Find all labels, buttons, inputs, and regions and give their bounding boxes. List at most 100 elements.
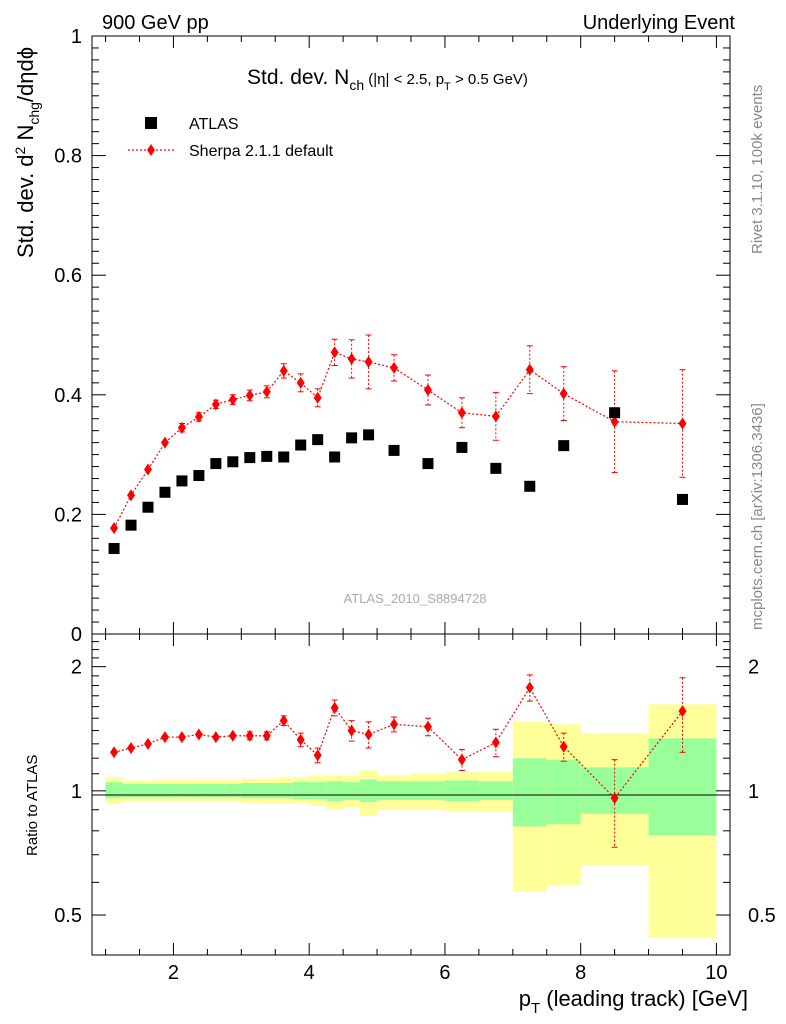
ratio-sherpa-point <box>177 731 186 744</box>
ratio-sherpa-point <box>678 705 687 718</box>
atlas-point <box>210 458 222 470</box>
sherpa-point <box>491 410 500 423</box>
xlabel-sub: T <box>531 1000 540 1017</box>
main-y-tick-label: 0.8 <box>54 146 82 168</box>
plot-title-cut-sub: T <box>444 81 451 93</box>
ratio-sherpa-point <box>610 792 619 805</box>
sherpa-point <box>110 522 119 535</box>
ratio-sherpa-point <box>491 736 500 749</box>
atlas-point <box>422 458 434 470</box>
atlas-point <box>363 429 375 441</box>
x-tick-label: 2 <box>168 962 179 984</box>
atlas-point <box>227 456 239 468</box>
ratio-band-inner <box>139 783 157 798</box>
sherpa-point <box>245 389 254 402</box>
atlas-point <box>244 452 256 464</box>
main-ylabel-b: N <box>13 125 38 147</box>
ratio-band-inner <box>444 780 479 801</box>
atlas-point <box>524 480 536 492</box>
ratio-sherpa-point <box>279 714 288 727</box>
legend-sherpa-marker <box>147 144 155 156</box>
sherpa-point <box>678 417 687 430</box>
ratio-band-inner <box>275 782 293 799</box>
ratio-band-inner <box>546 759 581 825</box>
ratio-band-inner <box>258 782 276 799</box>
sherpa-point <box>143 463 152 476</box>
sherpa-point <box>160 436 169 449</box>
ratio-sherpa-point <box>160 731 169 744</box>
ratio-band-inner <box>105 782 123 799</box>
ratio-sherpa-point <box>228 729 237 742</box>
ratio-y-tick-label-right: 2 <box>748 657 759 679</box>
main-plot-marks <box>108 334 688 554</box>
ratio-sherpa-point <box>525 681 534 694</box>
sherpa-point <box>347 352 356 365</box>
ratio-sherpa-point <box>245 729 254 742</box>
ratio-band-inner <box>478 781 513 801</box>
main-y-tick-label: 0.2 <box>54 504 82 526</box>
sherpa-point <box>525 363 534 376</box>
atlas-point <box>312 434 324 446</box>
x-tick-label: 10 <box>705 962 727 984</box>
ratio-sherpa-point <box>330 701 339 714</box>
ratio-band-inner <box>326 781 344 801</box>
main-y-tick-label-zero: 0 <box>71 624 82 646</box>
sherpa-point <box>390 361 399 374</box>
atlas-point <box>388 444 400 456</box>
ratio-band-inner <box>241 782 259 799</box>
sherpa-point <box>228 393 237 406</box>
ratio-band-inner <box>360 779 378 802</box>
main-y-tick-label: 1 <box>71 26 82 48</box>
ratio-sherpa-point <box>143 737 152 750</box>
ratio-y-tick-label-right: 0.5 <box>748 905 776 927</box>
main-ylabel-c: /dηdϕ <box>13 47 38 102</box>
ratio-band-inner <box>292 782 310 800</box>
main-ylabel: Std. dev. d2 Nchg/dηdϕ <box>12 47 42 258</box>
sherpa-point <box>127 489 136 502</box>
atlas-point <box>609 407 621 419</box>
ratio-sherpa-point <box>127 742 136 755</box>
ratio-band-inner <box>648 738 717 836</box>
axes-ticks: 2 4 6 8 10 0.2 0.4 0.6 0.8 1 0.5 0.5 1 1 2 2 0 <box>54 26 776 984</box>
ratio-y-tick-label-left: 0.5 <box>54 905 82 927</box>
header-left-title: 900 GeV pp <box>102 12 209 34</box>
plot-title-main-sub: ch <box>349 77 364 93</box>
xlabel-a: p <box>519 986 531 1011</box>
plot-title-cut-b: > 0.5 GeV) <box>451 71 528 88</box>
atlas-point <box>558 440 570 452</box>
analysis-watermark: ATLAS_2010_S8894728 <box>344 591 487 606</box>
ratio-sherpa-point <box>364 728 373 741</box>
atlas-point <box>295 439 307 451</box>
ratio-ylabel: Ratio to ATLAS <box>24 755 41 856</box>
sherpa-line <box>113 351 683 529</box>
legend-atlas-marker <box>145 117 157 129</box>
ratio-sherpa-point <box>110 746 119 759</box>
xlabel-b: (leading track) [GeV] <box>540 986 748 1011</box>
atlas-point <box>676 493 688 505</box>
header-right-title: Underlying Event <box>583 12 736 34</box>
ratio-plot-frame <box>91 633 731 956</box>
sherpa-point <box>457 406 466 419</box>
ratio-sherpa-line <box>113 686 683 800</box>
ratio-band-inner <box>207 783 225 798</box>
ratio-band-inner <box>343 782 361 801</box>
ratio-band-inner <box>122 783 140 798</box>
main-ylabel-sub: chg <box>26 102 42 125</box>
atlas-point <box>142 501 154 513</box>
main-plot-frame <box>91 35 731 635</box>
legend-sherpa-label: Sherpa 2.1.1 default <box>189 143 334 160</box>
ratio-y-tick-label-left: 2 <box>71 657 82 679</box>
sherpa-point <box>364 355 373 368</box>
sherpa-point <box>279 364 288 377</box>
ratio-y-tick-label-right: 1 <box>748 781 759 803</box>
ratio-sherpa-point <box>390 718 399 731</box>
sherpa-point <box>211 398 220 411</box>
atlas-point <box>159 486 171 498</box>
sherpa-point <box>610 415 619 428</box>
atlas-point <box>456 441 468 453</box>
sherpa-point <box>194 410 203 423</box>
ratio-plot-marks <box>110 674 687 848</box>
ratio-sherpa-point <box>457 753 466 766</box>
main-ylabel-sup: 2 <box>12 146 28 154</box>
